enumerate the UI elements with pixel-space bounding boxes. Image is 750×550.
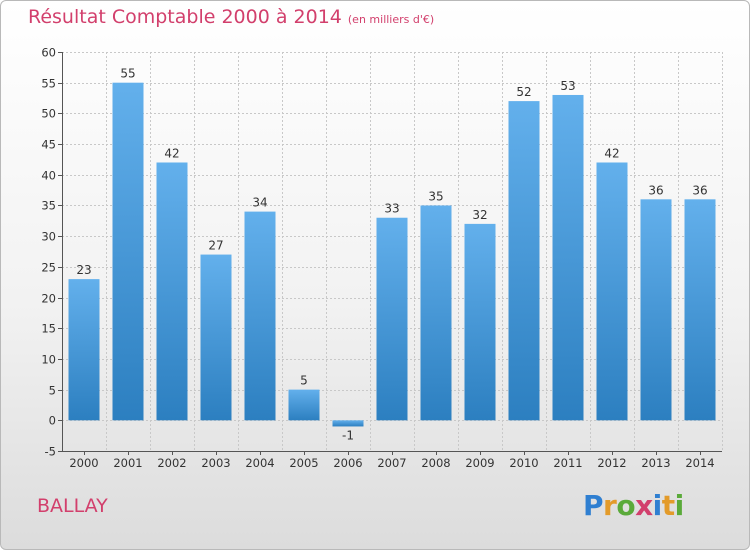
x-tick-label-2001: 2001 (113, 456, 142, 470)
x-tick-label-2006: 2006 (333, 456, 362, 470)
bar-2010 (508, 101, 540, 421)
value-label-2012: 42 (604, 146, 619, 160)
y-tick-label: 45 (41, 138, 56, 152)
bar-2000 (68, 279, 100, 421)
chart-title: Résultat Comptable 2000 à 2014 (en millie… (28, 6, 434, 28)
bar-2013 (640, 199, 672, 421)
y-tick-label: 5 (49, 384, 56, 398)
axes: -5 0 5 10 15 20 25 30 35 40 45 50 55 60 2000 2001 2002 20… (41, 46, 722, 470)
y-tick-label: 25 (41, 261, 56, 275)
value-label-2005: 5 (300, 374, 308, 388)
x-tick-label-2011: 2011 (553, 456, 582, 470)
y-tick-label: 10 (41, 353, 56, 367)
y-tick-label: 15 (41, 322, 56, 336)
value-label-2007: 33 (384, 202, 399, 216)
value-label-2002: 42 (164, 146, 179, 160)
x-tick-label-2014: 2014 (685, 456, 714, 470)
x-tick-label-2009: 2009 (465, 456, 494, 470)
value-label-2003: 27 (208, 239, 223, 253)
x-tick-label-2010: 2010 (509, 456, 538, 470)
bar-2002 (156, 162, 188, 421)
x-tick-label-2003: 2003 (201, 456, 230, 470)
bars (68, 82, 716, 427)
y-tick-label: 55 (41, 77, 56, 91)
y-tick-label: 20 (41, 292, 56, 306)
chart-title-text: Résultat Comptable 2000 à 2014 (28, 6, 342, 28)
x-tick-label-2004: 2004 (245, 456, 274, 470)
x-tick-label-2012: 2012 (597, 456, 626, 470)
chart-subtitle: (en milliers d'€) (347, 13, 435, 26)
y-tick-label: 50 (41, 107, 56, 121)
bar-2014 (684, 199, 716, 421)
value-label-2011: 53 (560, 79, 575, 93)
value-label-2001: 55 (120, 67, 135, 81)
y-tick-label: 35 (41, 199, 56, 213)
logo-letter: P (583, 489, 604, 522)
value-label-2006: -1 (342, 428, 354, 442)
bar-2008 (420, 205, 452, 421)
bar-2005 (288, 389, 320, 421)
x-tick-label-2000: 2000 (69, 456, 98, 470)
bar-2011 (552, 94, 584, 421)
value-label-2013: 36 (648, 183, 663, 197)
value-label-2014: 36 (692, 183, 707, 197)
logo-letter: r (603, 489, 617, 522)
logo-letter: o (616, 489, 636, 522)
bar-2006 (332, 420, 364, 427)
bar-2001 (112, 82, 144, 421)
value-label-2009: 32 (472, 208, 487, 222)
value-label-2000: 23 (76, 263, 91, 277)
logo-letter: i (674, 489, 685, 522)
y-tick-label: 0 (49, 414, 56, 428)
x-tick-label-2007: 2007 (377, 456, 406, 470)
y-tick-label: 60 (41, 46, 56, 60)
value-label-2008: 35 (428, 189, 443, 203)
y-tick-label: 40 (41, 169, 56, 183)
x-tick-label-2008: 2008 (421, 456, 450, 470)
bar-2007 (376, 217, 408, 421)
logo-letter: i (652, 489, 663, 522)
value-label-2010: 52 (516, 85, 531, 99)
bar-2004 (244, 211, 276, 421)
y-tick-label: -5 (45, 445, 56, 459)
bar-2003 (200, 254, 232, 421)
logo-letter: x (635, 489, 653, 522)
logo-letter: t (661, 489, 675, 522)
x-tick-label-2013: 2013 (641, 456, 670, 470)
y-tick-label: 30 (41, 230, 56, 244)
bar-2012 (596, 162, 628, 421)
x-tick-label-2002: 2002 (157, 456, 186, 470)
commune-name: BALLAY (37, 495, 108, 517)
bar-2009 (464, 223, 496, 421)
x-tick-label-2005: 2005 (289, 456, 318, 470)
value-label-2004: 34 (252, 196, 267, 210)
proxiti-logo: Proxiti (583, 489, 684, 522)
value-labels: 23 55 42 27 34 5 -1 33 35 32 52 53 42 36 36 (76, 67, 707, 443)
